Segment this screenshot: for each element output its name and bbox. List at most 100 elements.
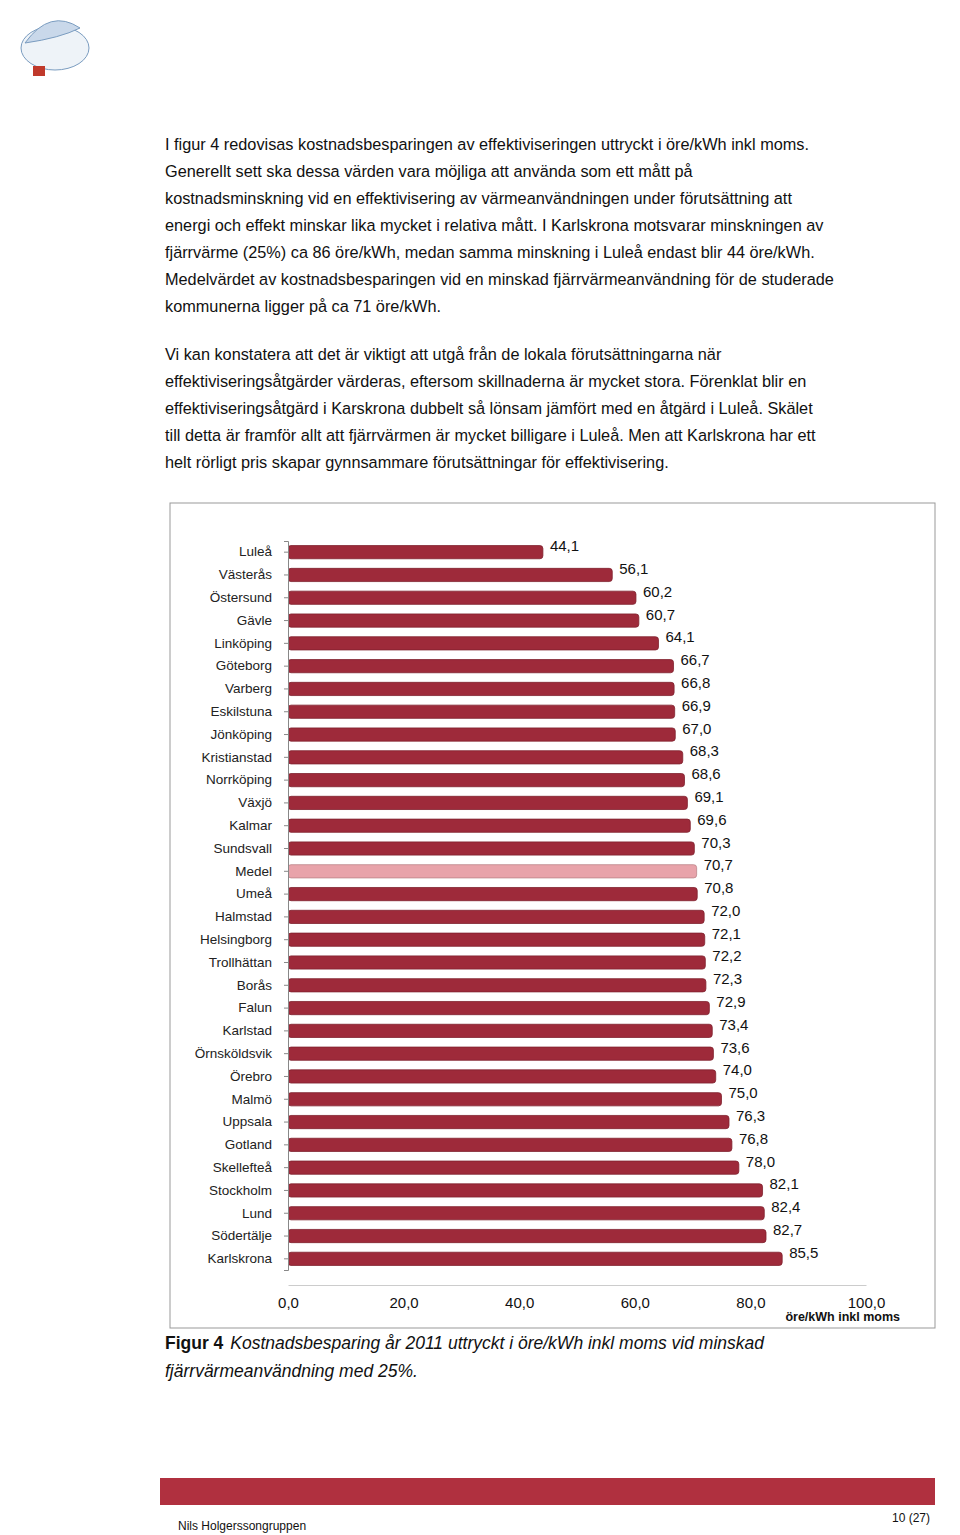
category-label: Västerås <box>219 567 273 582</box>
tick: Lund <box>242 1206 288 1221</box>
category-label: Sundsvall <box>213 841 272 856</box>
category-label: Helsingborg <box>200 932 272 947</box>
bar <box>288 819 690 832</box>
tick: Eskilstuna <box>210 704 288 719</box>
tick: Helsingborg <box>200 932 288 947</box>
bar <box>288 1047 713 1060</box>
data-label: 70,7 <box>704 856 733 873</box>
category-label: Göteborg <box>216 658 272 673</box>
tick-mark <box>284 1076 288 1077</box>
tick: Göteborg <box>216 658 288 673</box>
tick: 60,0 <box>621 1285 650 1311</box>
logo <box>21 21 89 76</box>
tick: 20,0 <box>389 1285 418 1311</box>
paragraph-line: kommunerna ligger på ca 71 öre/kWh. <box>165 297 441 315</box>
bar <box>288 1138 732 1151</box>
bar <box>288 1001 709 1014</box>
tick: Kristianstad <box>201 750 288 765</box>
category-label: Växjö <box>238 795 272 810</box>
bar <box>288 887 697 900</box>
tick-mark <box>284 985 288 986</box>
tick-mark <box>284 802 288 803</box>
paragraph-line: Generellt sett ska dessa värden vara möj… <box>165 162 694 180</box>
data-label: 72,9 <box>716 993 745 1010</box>
bar <box>288 546 543 559</box>
tick-label: 40,0 <box>505 1294 534 1311</box>
tick-mark <box>284 894 288 895</box>
category-label: Eskilstuna <box>210 704 272 719</box>
tick-mark <box>284 1236 288 1237</box>
category-label: Halmstad <box>215 909 272 924</box>
tick-mark <box>284 962 288 963</box>
data-label: 66,8 <box>681 674 710 691</box>
bar <box>288 682 674 695</box>
category-label: Jönköping <box>210 727 272 742</box>
bar <box>288 614 639 627</box>
tick: Östersund <box>210 590 288 605</box>
tick: Uppsala <box>222 1114 288 1129</box>
tick-mark <box>284 1099 288 1100</box>
bar <box>288 956 705 969</box>
tick-mark <box>284 1167 288 1168</box>
paragraph-line: fjärrvärme (25%) ca 86 öre/kWh, medan sa… <box>165 243 815 261</box>
bar <box>288 751 683 764</box>
tick: Gotland <box>225 1137 288 1152</box>
tick-mark <box>284 1008 288 1009</box>
tick-mark <box>284 780 288 781</box>
category-label: Örnsköldsvik <box>195 1046 273 1061</box>
tick-label: 20,0 <box>389 1294 418 1311</box>
data-label: 73,4 <box>719 1016 748 1033</box>
bar <box>288 1115 729 1128</box>
tick: 80,0 <box>736 1285 765 1311</box>
footer-band <box>160 1478 935 1505</box>
tick-mark <box>284 916 288 917</box>
category-label: Uppsala <box>222 1114 272 1129</box>
category-label: Gotland <box>225 1137 272 1152</box>
category-label: Stockholm <box>209 1183 272 1198</box>
category-label: Malmö <box>231 1092 272 1107</box>
tick-mark <box>284 574 288 575</box>
category-label: Örebro <box>230 1069 272 1084</box>
category-label: Luleå <box>239 544 273 559</box>
category-axis: LuleåVästeråsÖstersundGävleLinköpingGöte… <box>195 542 289 1271</box>
logo-house <box>33 66 45 76</box>
tick-label: 60,0 <box>621 1294 650 1311</box>
data-label: 85,5 <box>789 1244 818 1261</box>
paragraph-line: I figur 4 redovisas kostnadsbesparingen … <box>165 135 809 153</box>
paragraph-line: kostnadsminskning vid en effektivisering… <box>165 189 792 207</box>
axis-line <box>289 1285 867 1286</box>
paragraph-line: energi och effekt minskar lika mycket i … <box>165 216 824 234</box>
tick: Skellefteå <box>213 1160 288 1175</box>
tick-mark <box>284 552 288 553</box>
data-label: 72,2 <box>712 947 741 964</box>
category-label: Kalmar <box>229 818 272 833</box>
tick-mark <box>284 1213 288 1214</box>
bar <box>288 1252 782 1265</box>
tick: Jönköping <box>210 727 288 742</box>
tick-mark <box>284 597 288 598</box>
bar <box>288 910 704 923</box>
data-label: 64,1 <box>665 628 694 645</box>
bar <box>288 1093 722 1106</box>
tick: Luleå <box>239 544 288 559</box>
bar <box>288 933 705 946</box>
tick-mark <box>284 757 288 758</box>
data-label: 67,0 <box>682 720 711 737</box>
tick: Umeå <box>236 886 288 901</box>
logo-wing <box>25 21 80 43</box>
data-label: 73,6 <box>720 1039 749 1056</box>
data-label: 82,4 <box>771 1198 800 1215</box>
data-label: 82,7 <box>773 1221 802 1238</box>
category-label: Falun <box>238 1000 272 1015</box>
tick-mark <box>284 848 288 849</box>
category-label: Norrköping <box>206 772 272 787</box>
data-label: 66,7 <box>681 651 710 668</box>
tick-mark <box>284 939 288 940</box>
data-label: 78,0 <box>746 1153 775 1170</box>
tick: 40,0 <box>505 1285 534 1311</box>
tick-mark <box>284 666 288 667</box>
bar <box>288 1161 739 1174</box>
tick: Trollhättan <box>209 955 288 970</box>
category-label: Kristianstad <box>201 750 272 765</box>
footer-text: Nils Holgerssongruppen <box>178 1519 306 1533</box>
